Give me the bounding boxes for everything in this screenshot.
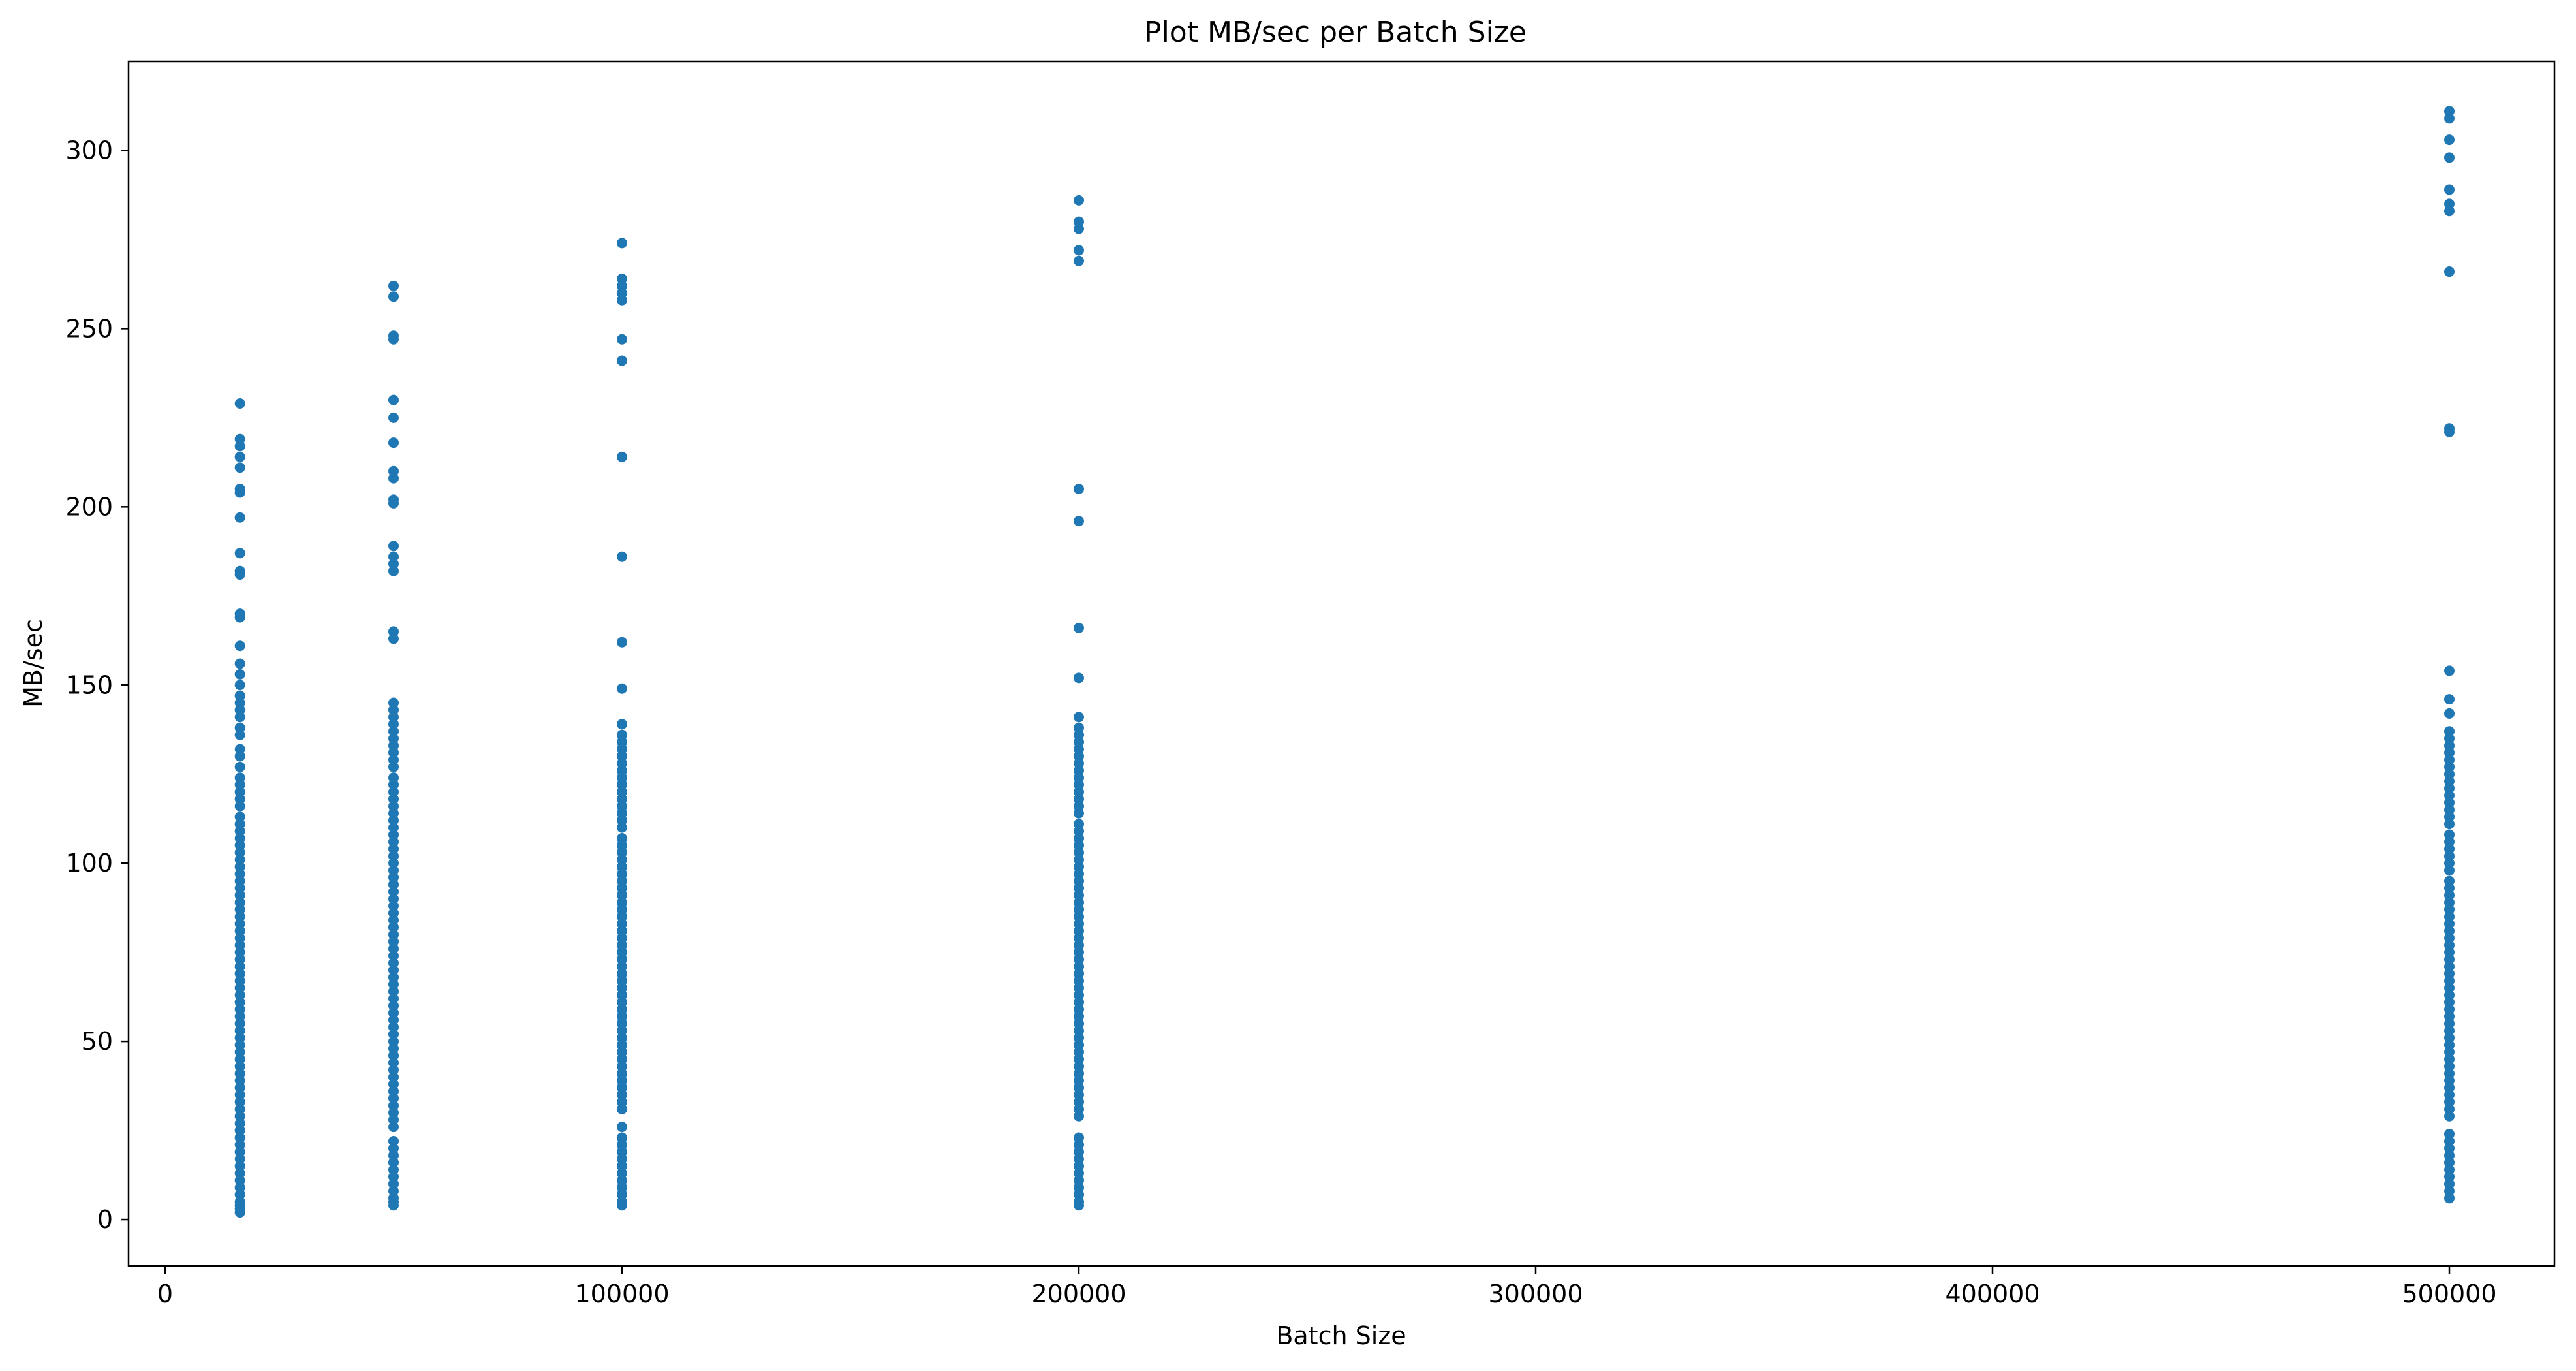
data-point — [388, 437, 399, 449]
data-point — [617, 294, 627, 306]
data-point — [1074, 484, 1084, 495]
data-point — [1074, 1111, 1084, 1122]
data-point — [234, 751, 245, 762]
data-point — [2444, 426, 2455, 437]
data-point — [388, 412, 399, 423]
y-tick-label: 300 — [65, 136, 113, 165]
y-tick-label: 150 — [65, 670, 113, 699]
data-point — [617, 719, 627, 730]
data-point — [234, 680, 245, 691]
data-point — [617, 637, 627, 648]
data-point — [234, 451, 245, 462]
data-point — [617, 1200, 627, 1211]
data-point — [2444, 1111, 2455, 1122]
data-point — [388, 334, 399, 345]
data-point — [388, 565, 399, 576]
data-point — [2444, 206, 2455, 217]
data-point — [388, 497, 399, 509]
data-point — [2444, 134, 2455, 146]
data-point — [2444, 1193, 2455, 1204]
data-point — [234, 669, 245, 680]
x-tick-label: 200000 — [1031, 1280, 1126, 1308]
x-tick-label: 400000 — [1945, 1280, 2040, 1308]
x-tick-label: 0 — [157, 1280, 173, 1308]
data-point — [388, 1200, 399, 1211]
y-axis: 0 50 100 150 200 250 300 — [65, 136, 129, 1234]
data-point — [2444, 184, 2455, 195]
data-point — [388, 761, 399, 772]
data-point — [388, 541, 399, 552]
data-point — [234, 800, 245, 812]
y-axis-label: MB/sec — [19, 619, 48, 708]
data-point — [234, 512, 245, 523]
data-point — [617, 822, 627, 833]
data-point — [234, 1207, 245, 1218]
data-point — [1074, 255, 1084, 266]
x-tick-label: 100000 — [574, 1280, 669, 1308]
data-point — [1074, 223, 1084, 234]
data-point — [234, 487, 245, 498]
data-point — [388, 1122, 399, 1133]
data-point — [2444, 665, 2455, 676]
data-point — [1074, 672, 1084, 684]
data-point — [2444, 266, 2455, 277]
data-point — [388, 633, 399, 644]
data-point — [1074, 195, 1084, 206]
data-point — [234, 569, 245, 580]
x-tick-label: 300000 — [1488, 1280, 1583, 1308]
data-point — [234, 462, 245, 473]
data-point — [1074, 1200, 1084, 1211]
data-point — [234, 761, 245, 772]
y-tick-label: 250 — [65, 314, 113, 343]
data-point — [1074, 712, 1084, 723]
x-axis: 0 100000 200000 300000 400000 500000 — [157, 1266, 2497, 1308]
data-point — [1074, 622, 1084, 633]
data-point — [2444, 865, 2455, 876]
data-point — [617, 238, 627, 249]
data-point — [2444, 152, 2455, 163]
plot-area-frame — [127, 60, 2556, 1267]
data-point — [234, 441, 245, 452]
data-point — [234, 712, 245, 723]
data-point — [388, 280, 399, 291]
data-point — [617, 451, 627, 462]
y-tick-label: 200 — [65, 492, 113, 521]
chart-title: Plot MB/sec per Batch Size — [1144, 16, 1527, 49]
data-point — [234, 612, 245, 623]
y-tick-label: 100 — [65, 849, 113, 877]
data-point — [1074, 808, 1084, 819]
data-point — [1074, 516, 1084, 527]
data-point — [617, 1122, 627, 1133]
data-point — [388, 394, 399, 405]
data-point — [234, 658, 245, 669]
y-tick-label: 0 — [97, 1205, 113, 1234]
y-tick-label: 50 — [82, 1027, 113, 1056]
data-point — [234, 548, 245, 559]
data-point — [617, 551, 627, 562]
data-point — [388, 291, 399, 302]
data-point — [234, 640, 245, 652]
data-point — [234, 729, 245, 740]
x-tick-label: 500000 — [2402, 1280, 2496, 1308]
data-point — [2444, 708, 2455, 719]
x-axis-label: Batch Size — [1276, 1321, 1406, 1350]
data-point — [388, 473, 399, 484]
data-point — [617, 334, 627, 345]
data-point — [1074, 245, 1084, 256]
data-point — [617, 1103, 627, 1114]
data-point — [2444, 694, 2455, 705]
data-point — [2444, 113, 2455, 124]
data-point — [234, 398, 245, 409]
data-point — [617, 355, 627, 366]
data-points — [234, 106, 2455, 1218]
data-point — [617, 683, 627, 694]
data-point — [2444, 819, 2455, 830]
